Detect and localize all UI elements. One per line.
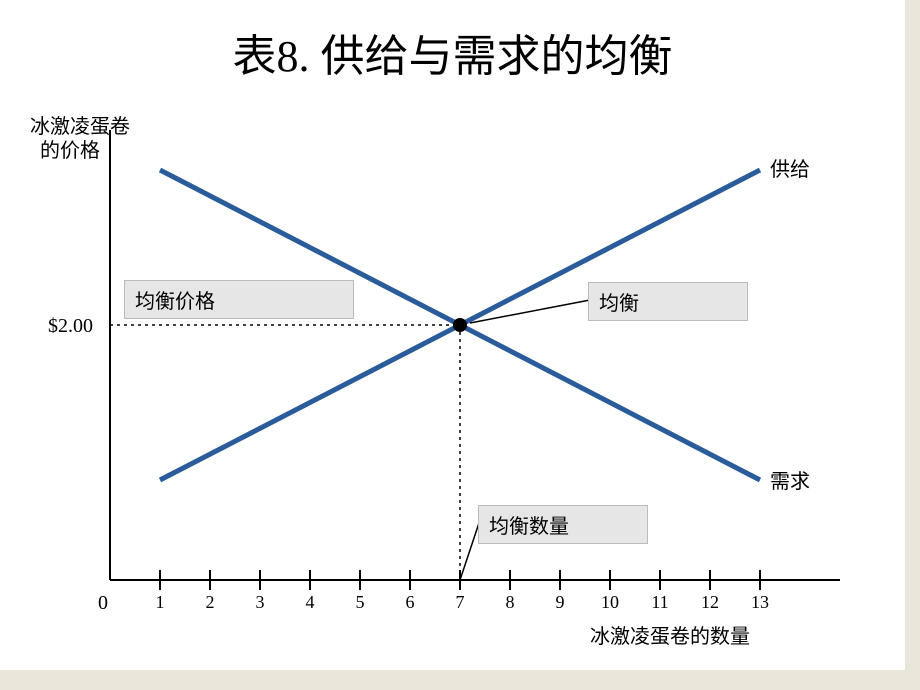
- tick-6: 6: [406, 592, 415, 613]
- chart-title: 表8. 供给与需求的均衡: [0, 20, 905, 84]
- tick-10: 10: [601, 592, 619, 613]
- eq-box: 均衡: [588, 282, 748, 321]
- eq-price-box: 均衡价格: [124, 280, 354, 319]
- supply-label: 供给: [770, 153, 810, 182]
- tick-4: 4: [306, 592, 315, 613]
- tick-5: 5: [356, 592, 365, 613]
- equilibrium-point: [453, 318, 467, 332]
- chart-svg: [30, 110, 890, 665]
- slide: 表8. 供给与需求的均衡: [0, 0, 905, 670]
- tick-8: 8: [506, 592, 515, 613]
- origin-label: 0: [98, 592, 108, 615]
- y-axis-label-2: 的价格: [40, 134, 100, 163]
- tick-2: 2: [206, 592, 215, 613]
- tick-1: 1: [156, 592, 165, 613]
- tick-13: 13: [751, 592, 769, 613]
- eq-qty-box: 均衡数量: [478, 505, 648, 544]
- demand-label: 需求: [770, 465, 810, 494]
- x-axis-label: 冰激凌蛋卷的数量: [590, 620, 750, 649]
- supply-demand-chart: 冰激凌蛋卷 的价格 $2.00 0 1 2 3 4 5 6 7 8 9 10 1…: [30, 110, 890, 665]
- tick-3: 3: [256, 592, 265, 613]
- tick-12: 12: [701, 592, 719, 613]
- tick-9: 9: [556, 592, 565, 613]
- tick-7: 7: [456, 592, 465, 613]
- tick-11: 11: [651, 592, 668, 613]
- eq-qty-leader: [460, 520, 480, 580]
- eq-price-value: $2.00: [48, 315, 93, 338]
